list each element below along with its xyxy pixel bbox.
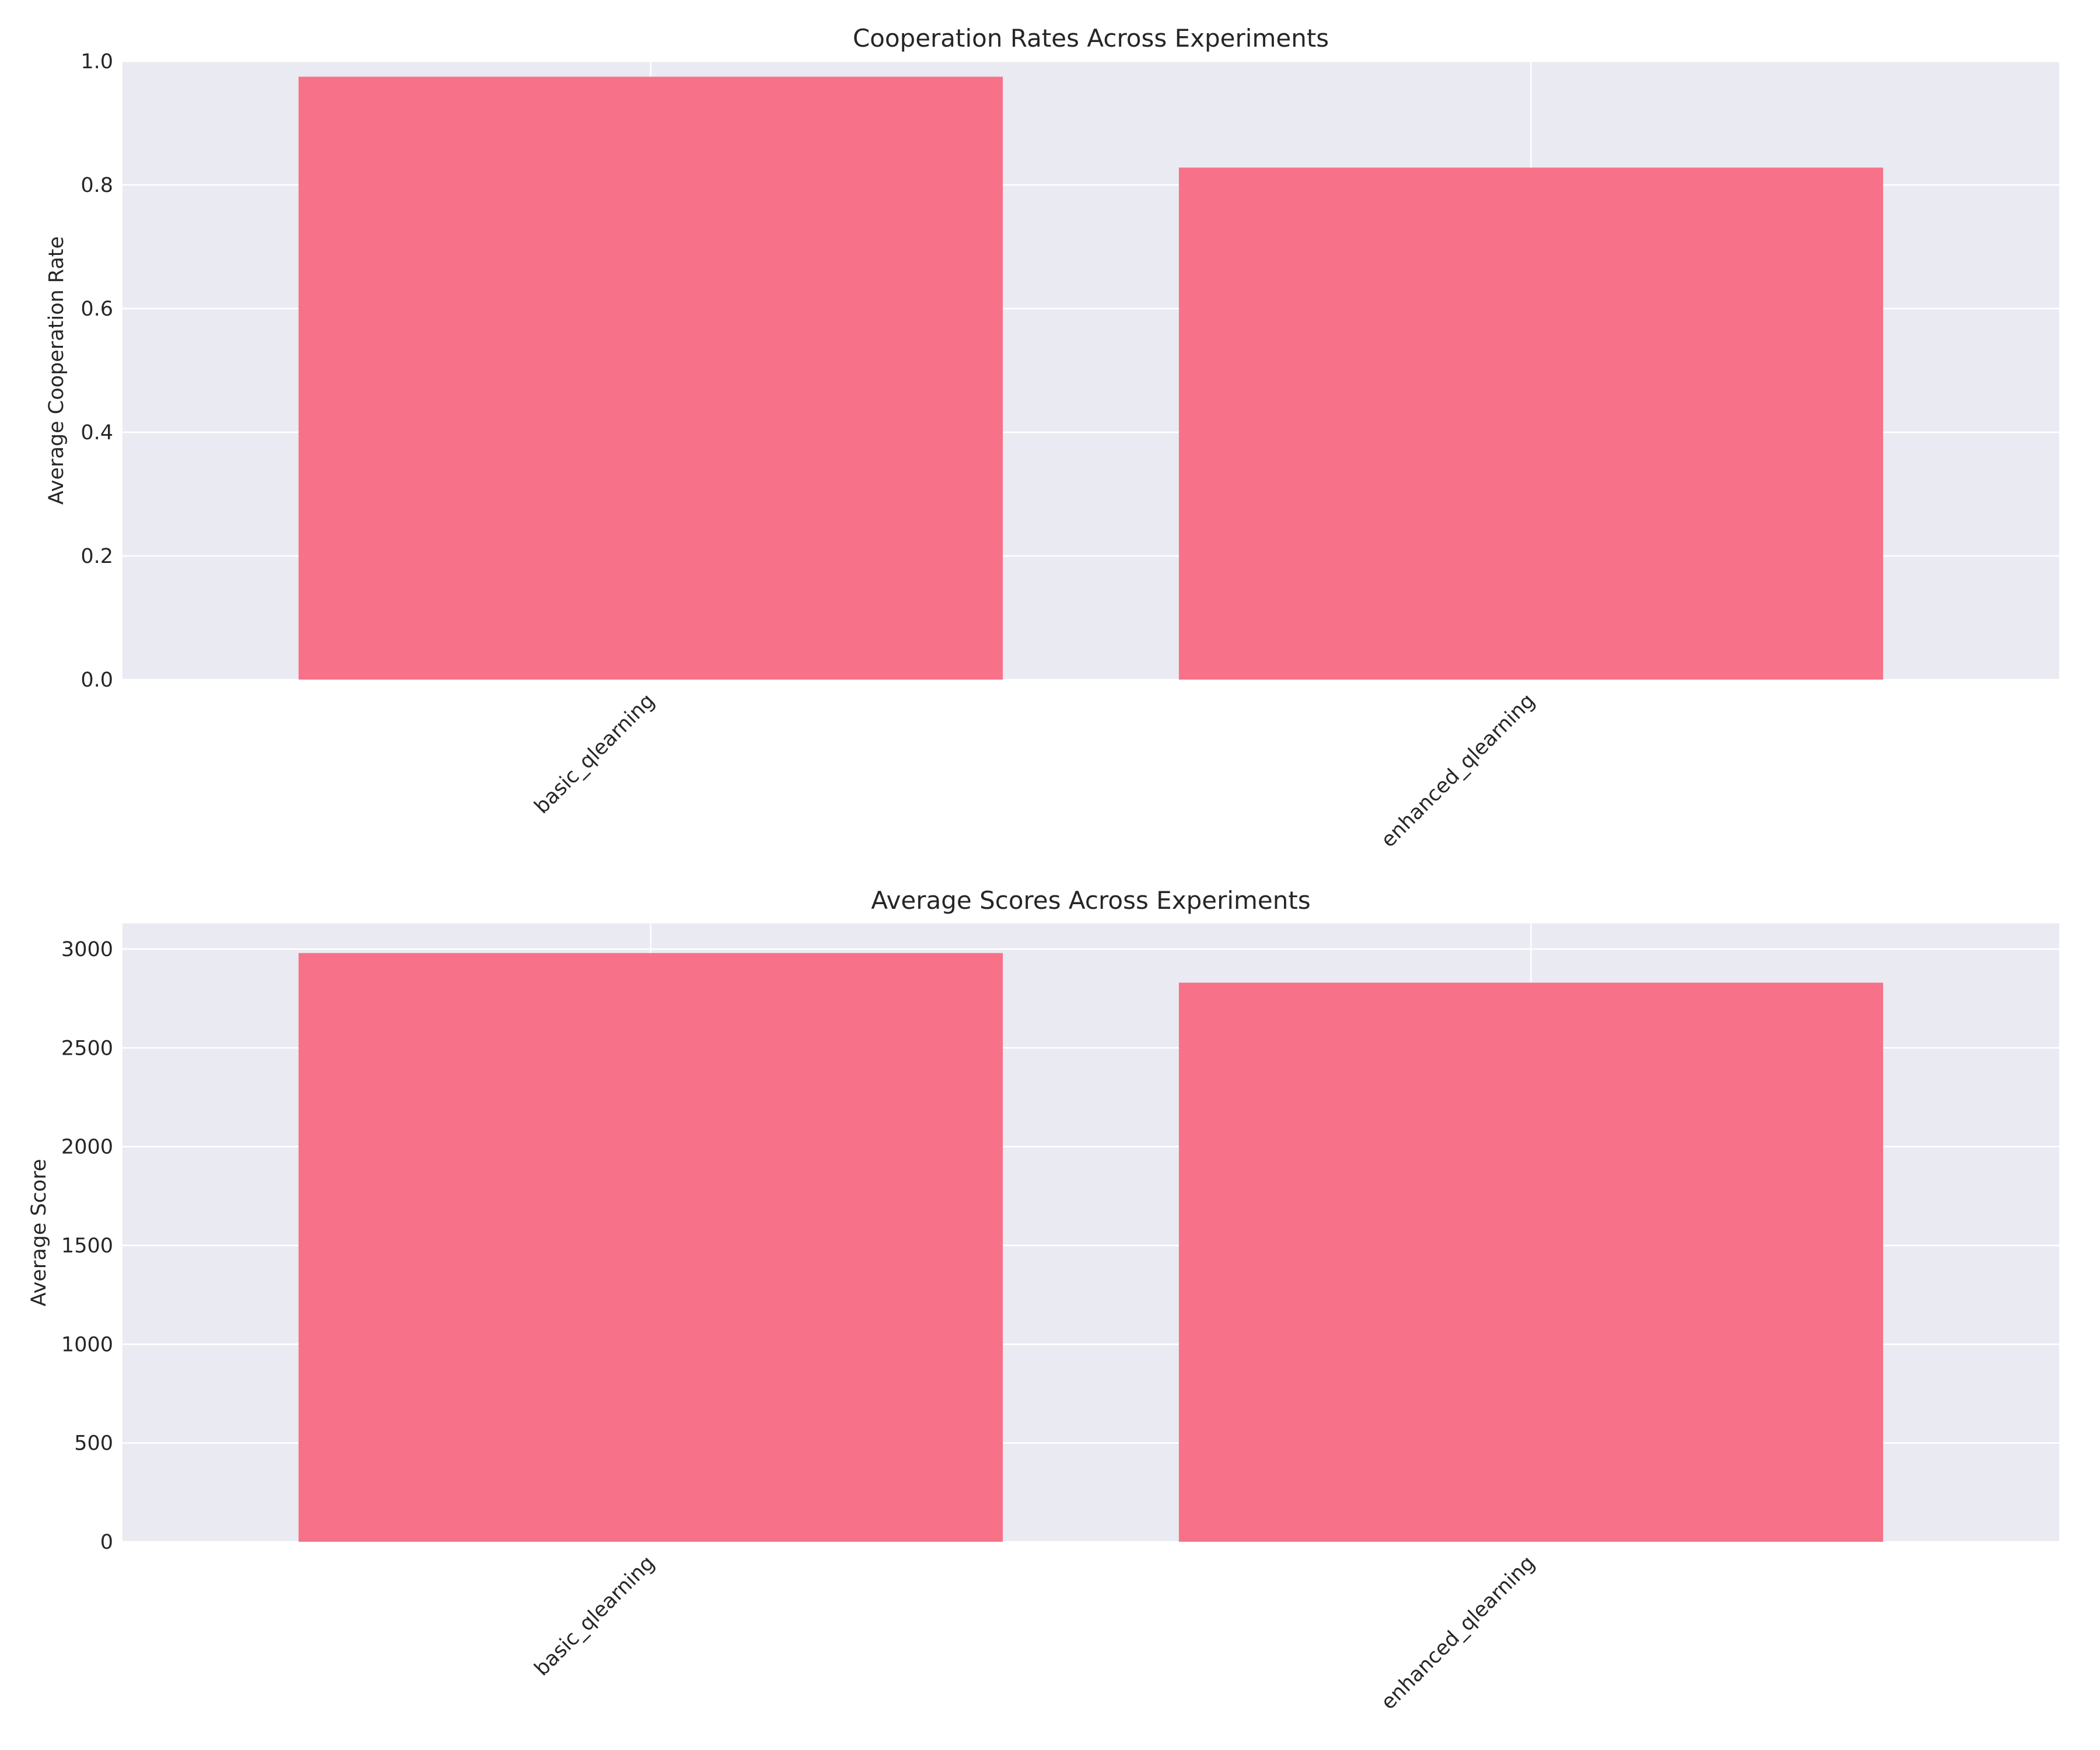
y-tick-label: 2000 — [61, 1136, 113, 1159]
y-tick-label: 0 — [100, 1531, 113, 1554]
chart-title: Cooperation Rates Across Experiments — [853, 24, 1329, 52]
bar-enhanced_qlearning — [1178, 982, 1884, 1542]
bar-basic_qlearning — [298, 953, 1003, 1542]
y-tick-label: 0.2 — [80, 545, 113, 568]
bar-basic_qlearning — [298, 76, 1003, 680]
y-tick-label: 0.6 — [80, 298, 113, 321]
y-tick-label: 0.0 — [80, 668, 113, 692]
y-tick-label: 1000 — [61, 1333, 113, 1356]
y-tick-label: 2500 — [61, 1037, 113, 1060]
y-tick-label: 0.8 — [80, 174, 113, 197]
x-tick-label: basic_qlearning — [530, 1552, 660, 1681]
x-tick-label: enhanced_qlearning — [1377, 1552, 1539, 1714]
x-tick-label: enhanced_qlearning — [1377, 690, 1539, 852]
y-tick-label: 1500 — [61, 1234, 113, 1258]
cooperation-rate-chart: 0.0 0.2 0.4 0.6 0.8 1.0 basic_qlearning enhance… — [45, 24, 2059, 852]
y-tick-label: 3000 — [61, 938, 113, 961]
y-tick-label: 500 — [74, 1432, 113, 1455]
y-tick-label: 0.4 — [80, 421, 113, 444]
chart-title: Average Scores Across Experiments — [871, 886, 1310, 915]
y-axis-label: Average Cooperation Rate — [45, 236, 68, 505]
y-axis-label: Average Score — [27, 1159, 51, 1307]
x-tick-label: basic_qlearning — [530, 690, 660, 819]
y-tick-label: 1.0 — [80, 50, 113, 74]
bar-enhanced_qlearning — [1178, 167, 1884, 680]
average-score-chart: 0 500 1000 1500 2000 2500 3000 basic_qlearning e… — [27, 886, 2059, 1714]
